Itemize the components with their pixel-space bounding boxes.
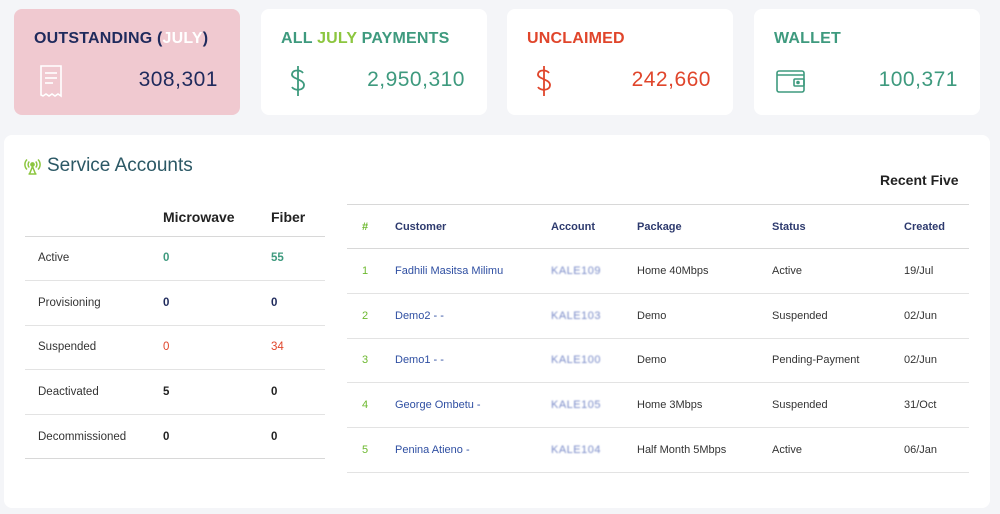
created-date: 02/Jun xyxy=(904,338,969,384)
recent-accounts-table: # Customer Account Package Status Create… xyxy=(347,204,969,473)
column-header-customer: Customer xyxy=(395,204,551,249)
column-header-number: # xyxy=(347,204,395,249)
status-text: Suspended xyxy=(772,382,904,429)
table-row[interactable]: 3 Demo1 - - KALE100 Demo Pending-Payment… xyxy=(347,338,969,384)
fiber-count: 0 xyxy=(271,280,325,326)
microwave-count: 0 xyxy=(163,280,271,326)
service-accounts-panel: Service Accounts Recent Five Microwave F… xyxy=(4,135,990,508)
table-row: Provisioning 0 0 xyxy=(25,280,325,326)
column-header-microwave: Microwave xyxy=(163,193,271,237)
masked-account: KALE103 xyxy=(551,309,601,322)
account-number: KALE109 xyxy=(551,248,637,294)
table-row[interactable]: 2 Demo2 - - KALE103 Demo Suspended 02/Ju… xyxy=(347,293,969,339)
created-date: 06/Jan xyxy=(904,427,969,473)
unclaimed-value: 242,660 xyxy=(631,68,711,91)
table-row[interactable]: 4 George Ombetu - KALE105 Home 3Mbps Sus… xyxy=(347,382,969,429)
outstanding-card[interactable]: OUTSTANDING (JULY) 308,301 xyxy=(14,9,240,115)
created-date: 19/Jul xyxy=(904,248,969,294)
status-label: Provisioning xyxy=(25,280,163,326)
column-header-status: Status xyxy=(772,204,904,249)
table-row: Deactivated 5 0 xyxy=(25,369,325,415)
column-header-fiber: Fiber xyxy=(271,193,325,237)
status-text: Suspended xyxy=(772,293,904,339)
payments-card[interactable]: ALL JULY PAYMENTS 2,950,310 xyxy=(261,9,487,115)
customer-link[interactable]: Demo1 - - xyxy=(395,338,551,384)
status-label: Suspended xyxy=(25,325,163,371)
wallet-icon xyxy=(776,70,805,93)
status-label: Deactivated xyxy=(25,369,163,415)
microwave-count: 0 xyxy=(163,236,271,282)
customer-link[interactable]: Penina Atieno - xyxy=(395,427,551,473)
outstanding-title: OUTSTANDING (JULY) xyxy=(34,30,209,47)
payments-title: ALL JULY PAYMENTS xyxy=(281,30,450,47)
table-row: Suspended 0 34 xyxy=(25,325,325,371)
wallet-card[interactable]: WALLET 100,371 xyxy=(754,9,980,115)
table-header-row: # Customer Account Package Status Create… xyxy=(347,204,969,249)
fiber-count: 55 xyxy=(271,236,325,282)
column-header-package: Package xyxy=(637,204,772,249)
fiber-count: 0 xyxy=(271,369,325,415)
masked-account: KALE105 xyxy=(551,399,601,412)
unclaimed-title: UNCLAIMED xyxy=(527,30,625,47)
unclaimed-card[interactable]: UNCLAIMED 242,660 xyxy=(507,9,733,115)
status-text: Pending-Payment xyxy=(772,338,904,384)
status-label: Active xyxy=(25,236,163,282)
table-row[interactable]: 1 Fadhili Masitsa Milimu KALE109 Home 40… xyxy=(347,248,969,294)
account-number: KALE100 xyxy=(551,338,637,384)
row-number: 4 xyxy=(347,382,395,429)
customer-link[interactable]: Fadhili Masitsa Milimu xyxy=(395,248,551,294)
package-name: Home 3Mbps xyxy=(637,382,772,429)
account-number: KALE103 xyxy=(551,293,637,339)
service-accounts-table: Microwave Fiber Active 0 55 Provisioning… xyxy=(25,193,325,460)
package-name: Half Month 5Mbps xyxy=(637,427,772,473)
column-header-account: Account xyxy=(551,204,637,249)
status-label: Decommissioned xyxy=(25,414,163,460)
panel-heading: Service Accounts xyxy=(24,155,193,177)
created-date: 31/Oct xyxy=(904,382,969,429)
receipt-icon xyxy=(40,65,62,98)
customer-link[interactable]: Demo2 - - xyxy=(395,293,551,339)
wallet-title: WALLET xyxy=(774,30,841,47)
recent-five-heading: Recent Five xyxy=(880,172,959,188)
account-number: KALE104 xyxy=(551,427,637,473)
table-row: Decommissioned 0 0 xyxy=(25,414,325,460)
wallet-value: 100,371 xyxy=(878,68,958,91)
row-number: 1 xyxy=(347,248,395,294)
microwave-count: 0 xyxy=(163,414,271,460)
column-header xyxy=(25,193,163,237)
masked-account: KALE100 xyxy=(551,354,601,367)
masked-account: KALE104 xyxy=(551,444,601,457)
package-name: Home 40Mbps xyxy=(637,248,772,294)
table-row: Active 0 55 xyxy=(25,236,325,282)
outstanding-value: 308,301 xyxy=(138,68,218,91)
antenna-signal-icon xyxy=(24,158,41,175)
table-header-row: Microwave Fiber xyxy=(25,193,325,237)
fiber-count: 34 xyxy=(271,325,325,371)
column-header-created: Created xyxy=(904,204,969,249)
row-number: 3 xyxy=(347,338,395,384)
customer-link[interactable]: George Ombetu - xyxy=(395,382,551,429)
dollar-icon xyxy=(291,66,305,96)
row-number: 2 xyxy=(347,293,395,339)
created-date: 02/Jun xyxy=(904,293,969,339)
masked-account: KALE109 xyxy=(551,264,601,277)
microwave-count: 0 xyxy=(163,325,271,371)
microwave-count: 5 xyxy=(163,369,271,415)
table-row[interactable]: 5 Penina Atieno - KALE104 Half Month 5Mb… xyxy=(347,427,969,473)
dollar-icon xyxy=(537,66,551,96)
payments-value: 2,950,310 xyxy=(367,68,465,91)
row-number: 5 xyxy=(347,427,395,473)
status-text: Active xyxy=(772,427,904,473)
panel-title: Service Accounts xyxy=(47,155,193,176)
status-text: Active xyxy=(772,248,904,294)
package-name: Demo xyxy=(637,293,772,339)
fiber-count: 0 xyxy=(271,414,325,460)
package-name: Demo xyxy=(637,338,772,384)
account-number: KALE105 xyxy=(551,382,637,429)
